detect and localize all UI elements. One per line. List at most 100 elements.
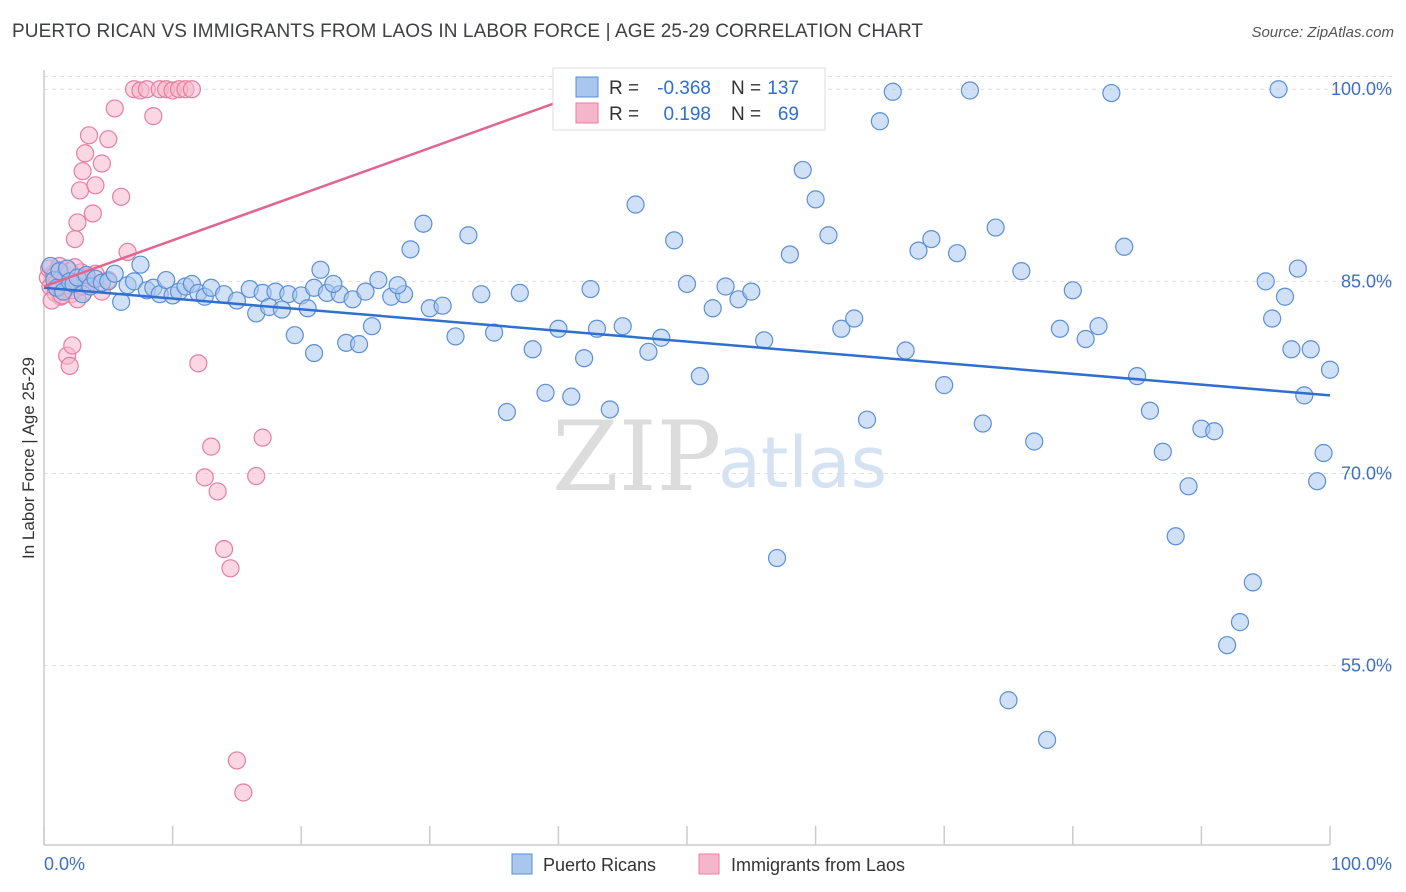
point-puerto-ricans-98: [896, 341, 915, 360]
point-immigrants-from-laos-37: [65, 229, 84, 249]
point-puerto-ricans-114: [1102, 83, 1121, 103]
trend-line-immigrants-from-laos: [43, 97, 570, 288]
point-puerto-ricans-100: [922, 229, 941, 249]
point-puerto-ricans-84: [716, 277, 735, 296]
point-immigrants-from-laos-60: [189, 354, 208, 373]
point-puerto-ricans-94: [845, 309, 864, 328]
stats-swatch-blue: [575, 76, 599, 98]
y-tick-label-85: 85.0%: [1341, 271, 1392, 291]
point-puerto-ricans-109: [1037, 730, 1057, 750]
point-puerto-ricans-19: [131, 255, 150, 274]
point-puerto-ricans-51: [324, 274, 343, 294]
point-puerto-ricans-133: [1314, 443, 1333, 463]
y-tick-label-100: 100.0%: [1331, 79, 1392, 99]
point-puerto-ricans-105: [986, 218, 1005, 237]
point-puerto-ricans-67: [510, 283, 529, 302]
point-puerto-ricans-93: [832, 319, 851, 338]
point-puerto-ricans-80: [665, 231, 684, 250]
source-credit: Source: ZipAtlas.com: [1251, 24, 1394, 41]
point-puerto-ricans-106: [999, 691, 1018, 710]
stats-n-label-blue: N =: [731, 78, 761, 99]
point-puerto-ricans-125: [1243, 573, 1262, 592]
point-immigrants-from-laos-68: [247, 466, 266, 486]
point-puerto-ricans-18: [124, 272, 144, 291]
point-puerto-ricans-56: [362, 317, 382, 336]
point-puerto-ricans-70: [549, 319, 568, 338]
y-axis-title: In Labor Force | Age 25-29: [19, 357, 38, 559]
point-immigrants-from-laos-67: [234, 783, 253, 802]
series-puerto-ricans: [41, 80, 1340, 750]
point-immigrants-from-laos-47: [105, 99, 124, 118]
point-puerto-ricans-132: [1308, 472, 1327, 491]
point-immigrants-from-laos-48: [112, 187, 131, 206]
point-puerto-ricans-69: [536, 383, 555, 402]
point-puerto-ricans-65: [485, 323, 504, 342]
point-puerto-ricans-72: [575, 349, 594, 368]
legend-swatch-blue: [511, 853, 533, 875]
gridlines: [44, 75, 1392, 667]
point-puerto-ricans-104: [973, 414, 992, 433]
y-tick-label-55: 55.0%: [1341, 656, 1392, 676]
point-puerto-ricans-82: [690, 367, 709, 386]
point-puerto-ricans-53: [349, 335, 369, 354]
point-puerto-ricans-111: [1063, 281, 1082, 300]
point-puerto-ricans-131: [1301, 340, 1320, 359]
watermark-zip: ZIP: [552, 401, 721, 513]
point-puerto-ricans-101: [935, 376, 954, 395]
point-puerto-ricans-92: [819, 226, 838, 245]
point-immigrants-from-laos-43: [83, 204, 102, 223]
point-puerto-ricans-63: [459, 226, 478, 245]
point-puerto-ricans-66: [497, 402, 517, 422]
trend-line-puerto-ricans: [43, 286, 1331, 397]
point-puerto-ricans-77: [626, 195, 645, 214]
point-immigrants-from-laos-59: [182, 80, 201, 99]
point-immigrants-from-laos-36: [63, 336, 82, 355]
stats-r-value-pink: 0.198: [663, 104, 711, 125]
point-puerto-ricans-64: [472, 285, 491, 304]
point-puerto-ricans-55: [304, 343, 324, 363]
point-puerto-ricans-110: [1050, 319, 1070, 338]
point-puerto-ricans-128: [1282, 340, 1301, 359]
point-immigrants-from-laos-62: [202, 437, 221, 456]
point-puerto-ricans-91: [806, 190, 825, 209]
point-puerto-ricans-122: [1205, 422, 1224, 441]
point-immigrants-from-laos-69: [253, 428, 272, 447]
point-immigrants-from-laos-65: [221, 559, 240, 578]
point-immigrants-from-laos-63: [208, 482, 227, 501]
point-puerto-ricans-71: [562, 387, 581, 406]
point-immigrants-from-laos-66: [227, 751, 246, 770]
point-puerto-ricans-115: [1115, 237, 1134, 256]
stats-box: R = -0.368 N = 137 R = 0.198 N = 69: [552, 67, 826, 131]
point-puerto-ricans-124: [1230, 613, 1250, 632]
point-immigrants-from-laos-45: [92, 154, 111, 173]
point-puerto-ricans-83: [703, 299, 722, 318]
point-puerto-ricans-89: [780, 245, 799, 264]
point-puerto-ricans-123: [1218, 636, 1237, 655]
point-puerto-ricans-50: [311, 260, 330, 279]
x-ticks: [43, 826, 1331, 845]
point-puerto-ricans-97: [883, 82, 902, 101]
x-tick-label-min: 0.0%: [44, 854, 85, 874]
point-puerto-ricans-62: [446, 327, 465, 346]
point-puerto-ricans-96: [870, 112, 890, 131]
stats-swatch-pink: [575, 102, 599, 124]
legend: Puerto Ricans Immigrants from Laos: [511, 853, 905, 875]
y-tick-labels: 55.0% 70.0% 85.0% 100.0%: [1331, 79, 1392, 675]
point-immigrants-from-laos-38: [68, 213, 87, 232]
point-puerto-ricans-23: [157, 270, 176, 290]
point-puerto-ricans-76: [613, 317, 632, 336]
point-puerto-ricans-102: [947, 244, 967, 263]
point-puerto-ricans-127: [1269, 80, 1288, 99]
point-puerto-ricans-88: [767, 548, 787, 568]
point-immigrants-from-laos-41: [76, 144, 95, 163]
x-tick-label-max: 100.0%: [1331, 854, 1392, 874]
point-puerto-ricans-129: [1288, 259, 1307, 278]
point-puerto-ricans-87: [755, 331, 774, 350]
series-immigrants-from-laos: [38, 80, 272, 802]
trend-lines: [43, 97, 1331, 397]
point-immigrants-from-laos-53: [144, 107, 163, 126]
point-immigrants-from-laos-64: [214, 539, 234, 559]
point-puerto-ricans-86: [742, 282, 761, 301]
watermark-atlas: atlas: [718, 422, 887, 504]
point-immigrants-from-laos-44: [86, 176, 105, 195]
